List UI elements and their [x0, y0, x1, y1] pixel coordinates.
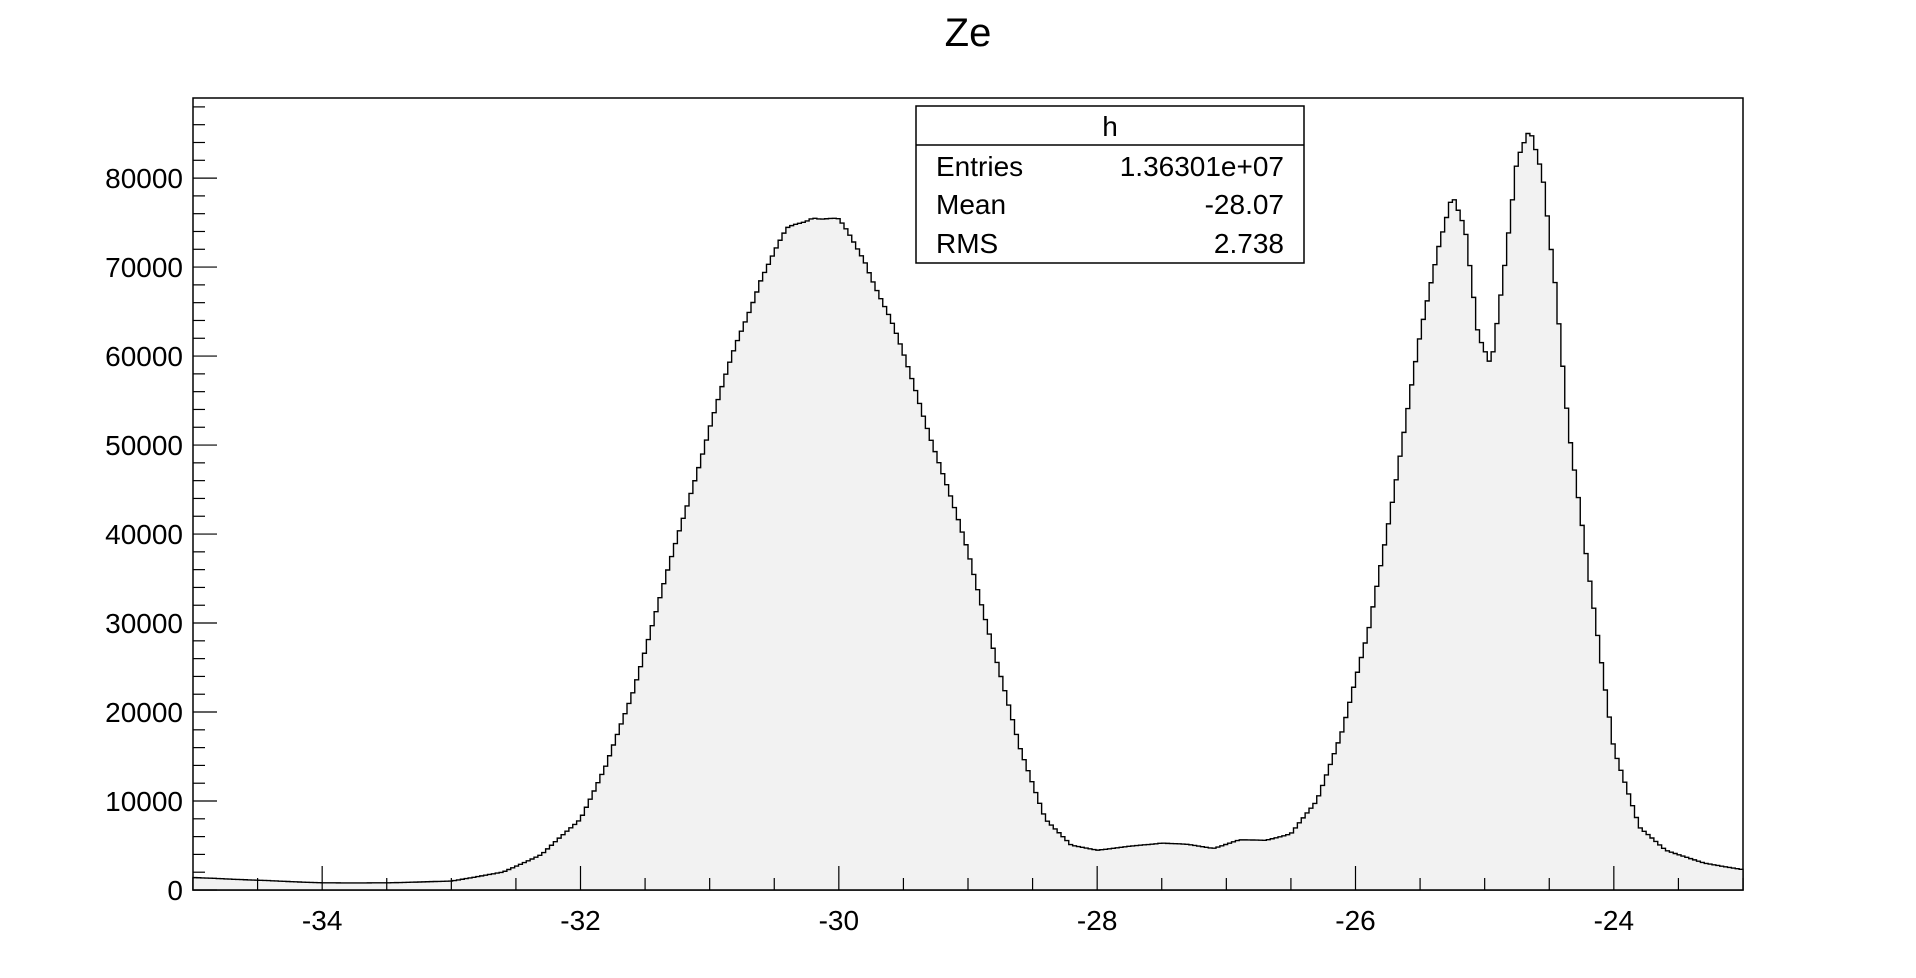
x-tick-label: -34	[302, 905, 342, 936]
stats-mean-value: -28.07	[1205, 189, 1284, 220]
histogram-series	[192, 132, 1744, 891]
y-tick-label: 30000	[105, 608, 183, 639]
stats-box: h Entries 1.36301e+07 Mean -28.07 RMS 2.…	[915, 105, 1305, 264]
stats-entries-value: 1.36301e+07	[1120, 151, 1284, 182]
y-tick-label: 80000	[105, 163, 183, 194]
stats-entries-label: Entries	[936, 151, 1023, 182]
y-tick-label: 60000	[105, 341, 183, 372]
axes: -34 -32 -30 -28 -26 -24 0 10000 20000 30000 40000 5…	[105, 106, 1744, 936]
x-tick-label: -24	[1594, 905, 1634, 936]
stats-rms-value: 2.738	[1214, 228, 1284, 259]
y-tick-label: 20000	[105, 697, 183, 728]
x-tick-label: -30	[819, 905, 859, 936]
y-tick-label: 70000	[105, 252, 183, 283]
chart-title: Ze	[945, 11, 992, 55]
x-tick-label: -26	[1335, 905, 1375, 936]
stats-rms-label: RMS	[936, 228, 998, 259]
stats-mean-label: Mean	[936, 189, 1006, 220]
y-tick-label: 40000	[105, 519, 183, 550]
stats-box-frame	[915, 105, 1305, 264]
y-tick-label: 10000	[105, 786, 183, 817]
stats-box-title: h	[1102, 111, 1118, 142]
y-tick-label: 0	[167, 875, 183, 906]
x-tick-label: -32	[560, 905, 600, 936]
y-tick-label: 50000	[105, 430, 183, 461]
histogram-layer	[192, 132, 1744, 891]
x-tick-label: -28	[1077, 905, 1117, 936]
